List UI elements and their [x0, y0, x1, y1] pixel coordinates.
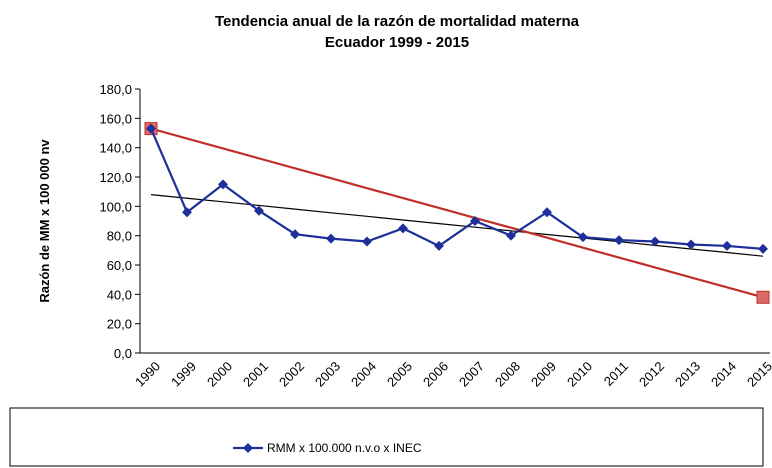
marker	[614, 235, 624, 246]
x-tick-label: 2006	[420, 359, 451, 390]
marker	[758, 243, 768, 254]
legend-label: RMM x 100.000 n.v.o x INEC	[267, 441, 422, 455]
marker	[182, 207, 192, 218]
marker	[650, 236, 660, 247]
y-tick-label: 60,0	[107, 258, 132, 273]
marker	[218, 179, 228, 190]
x-tick-label: 1999	[168, 359, 199, 390]
y-tick-label: 140,0	[99, 141, 132, 156]
legend-marker	[243, 443, 253, 453]
x-tick-label: 2003	[312, 359, 343, 390]
marker	[290, 229, 300, 240]
y-tick-label: 20,0	[107, 317, 132, 332]
chart-subtitle: Ecuador 1999 - 2015	[325, 34, 469, 51]
x-tick-label: 2008	[492, 359, 523, 390]
y-tick-label: 80,0	[107, 229, 132, 244]
marker	[398, 223, 408, 234]
y-tick-label: 160,0	[99, 111, 132, 126]
x-tick-label: 2000	[204, 359, 235, 390]
marker	[722, 240, 732, 251]
marker	[578, 232, 588, 243]
y-tick-label: 100,0	[99, 199, 132, 214]
series-line	[150, 194, 764, 257]
marker	[146, 123, 156, 134]
y-tick-label: 40,0	[107, 287, 132, 302]
x-tick-label: 2015	[744, 359, 772, 390]
marker	[254, 205, 264, 216]
x-tick-label: 2010	[564, 359, 595, 390]
marker	[362, 236, 372, 247]
x-tick-label: 2001	[240, 359, 271, 390]
marker	[542, 207, 552, 218]
y-tick-label: 120,0	[99, 170, 132, 185]
x-tick-label: 1990	[132, 359, 163, 390]
x-tick-label: 2002	[276, 359, 307, 390]
legend-box	[9, 407, 764, 467]
y-axis-label: Razón de MM x 100 000 nv	[37, 139, 52, 303]
marker	[470, 216, 480, 226]
series-line	[150, 127, 764, 299]
x-tick-label: 2009	[528, 359, 559, 390]
y-tick-label: 180,0	[99, 82, 132, 97]
x-tick-label: 2011	[601, 359, 631, 389]
x-tick-label: 2014	[708, 359, 739, 390]
x-tick-label: 2013	[672, 359, 703, 390]
marker	[686, 239, 696, 250]
x-tick-label: 2005	[384, 359, 415, 390]
chart-title: Tendencia anual de la razón de mortalida…	[215, 13, 580, 30]
x-tick-label: 2012	[636, 359, 667, 390]
marker	[756, 290, 770, 304]
series-line	[149, 128, 764, 250]
marker	[506, 230, 516, 241]
x-tick-label: 2007	[456, 359, 487, 390]
x-tick-label: 2004	[348, 359, 379, 390]
marker	[326, 233, 336, 244]
marker	[434, 240, 444, 251]
y-tick-label: 0,0	[114, 346, 132, 361]
